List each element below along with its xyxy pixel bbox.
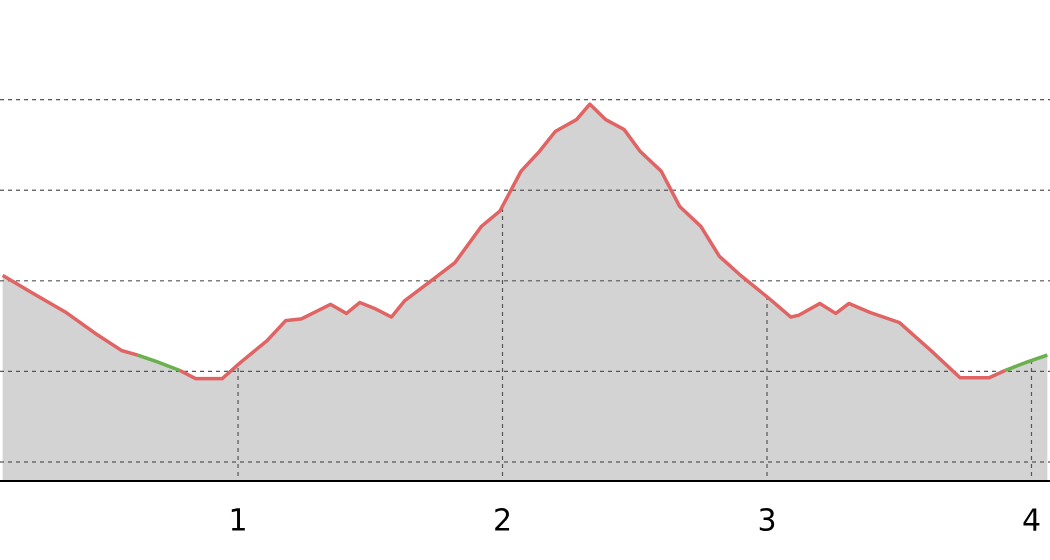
x-tick-label: 1 xyxy=(228,504,247,539)
line xyxy=(136,353,1048,373)
x-tick-label: 2 xyxy=(493,504,512,539)
x-tick-label: 3 xyxy=(757,504,776,539)
x-tick-label: 4 xyxy=(1022,504,1041,539)
line xyxy=(1,102,1006,381)
area xyxy=(2,104,1048,481)
